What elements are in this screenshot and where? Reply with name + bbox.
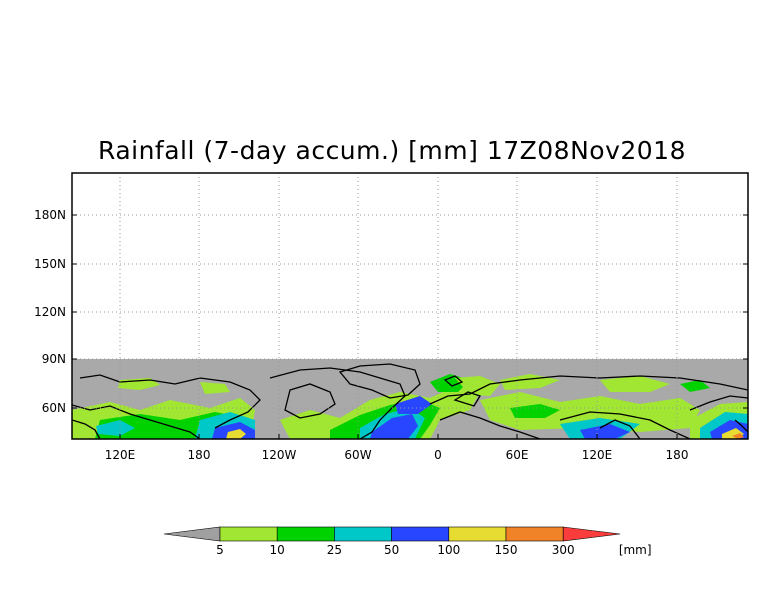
legend-label: 50 <box>384 543 399 557</box>
map-frame <box>71 172 749 440</box>
x-tick-label: 120E <box>582 448 613 462</box>
x-tick-label: 60E <box>506 448 529 462</box>
legend-swatch-over <box>562 526 621 542</box>
y-tick-label: 180N <box>34 208 66 222</box>
legend-swatch <box>276 526 335 542</box>
color-legend: 5 10 25 50 100 150 300 [mm] <box>163 526 652 557</box>
axis-ticks: 180N 150N 120N 90N 60N 120E 180 120W 60W 0 60E 120E… <box>34 208 748 462</box>
x-tick-label: 0 <box>434 448 442 462</box>
legend-label: 100 <box>437 543 460 557</box>
x-tick-label: 120W <box>262 448 297 462</box>
legend-swatch-under <box>163 526 221 542</box>
legend-swatch <box>219 526 278 542</box>
y-tick-label: 90N <box>42 352 66 366</box>
legend-unit: [mm] <box>619 543 652 557</box>
y-tick-label: 150N <box>34 257 66 271</box>
map-grid <box>72 173 748 439</box>
legend-label: 25 <box>327 543 342 557</box>
x-tick-label: 180 <box>188 448 211 462</box>
map-plot-area <box>72 173 748 439</box>
x-tick-label: 60W <box>344 448 371 462</box>
y-tick-label: 60N <box>42 401 66 415</box>
legend-swatch <box>391 526 450 542</box>
legend-label: 300 <box>552 543 575 557</box>
coastlines <box>72 363 748 439</box>
legend-label: 10 <box>270 543 285 557</box>
legend-swatch <box>448 526 507 542</box>
legend-label: 5 <box>216 543 224 557</box>
chart-title: Rainfall (7-day accum.) [mm] 17Z08Nov201… <box>98 136 686 165</box>
x-tick-label: 180 <box>666 448 689 462</box>
legend-swatch <box>334 526 392 542</box>
legend-swatch <box>505 526 564 542</box>
legend-label: 150 <box>495 543 518 557</box>
x-tick-label: 120E <box>105 448 136 462</box>
y-tick-label: 120N <box>34 305 66 319</box>
